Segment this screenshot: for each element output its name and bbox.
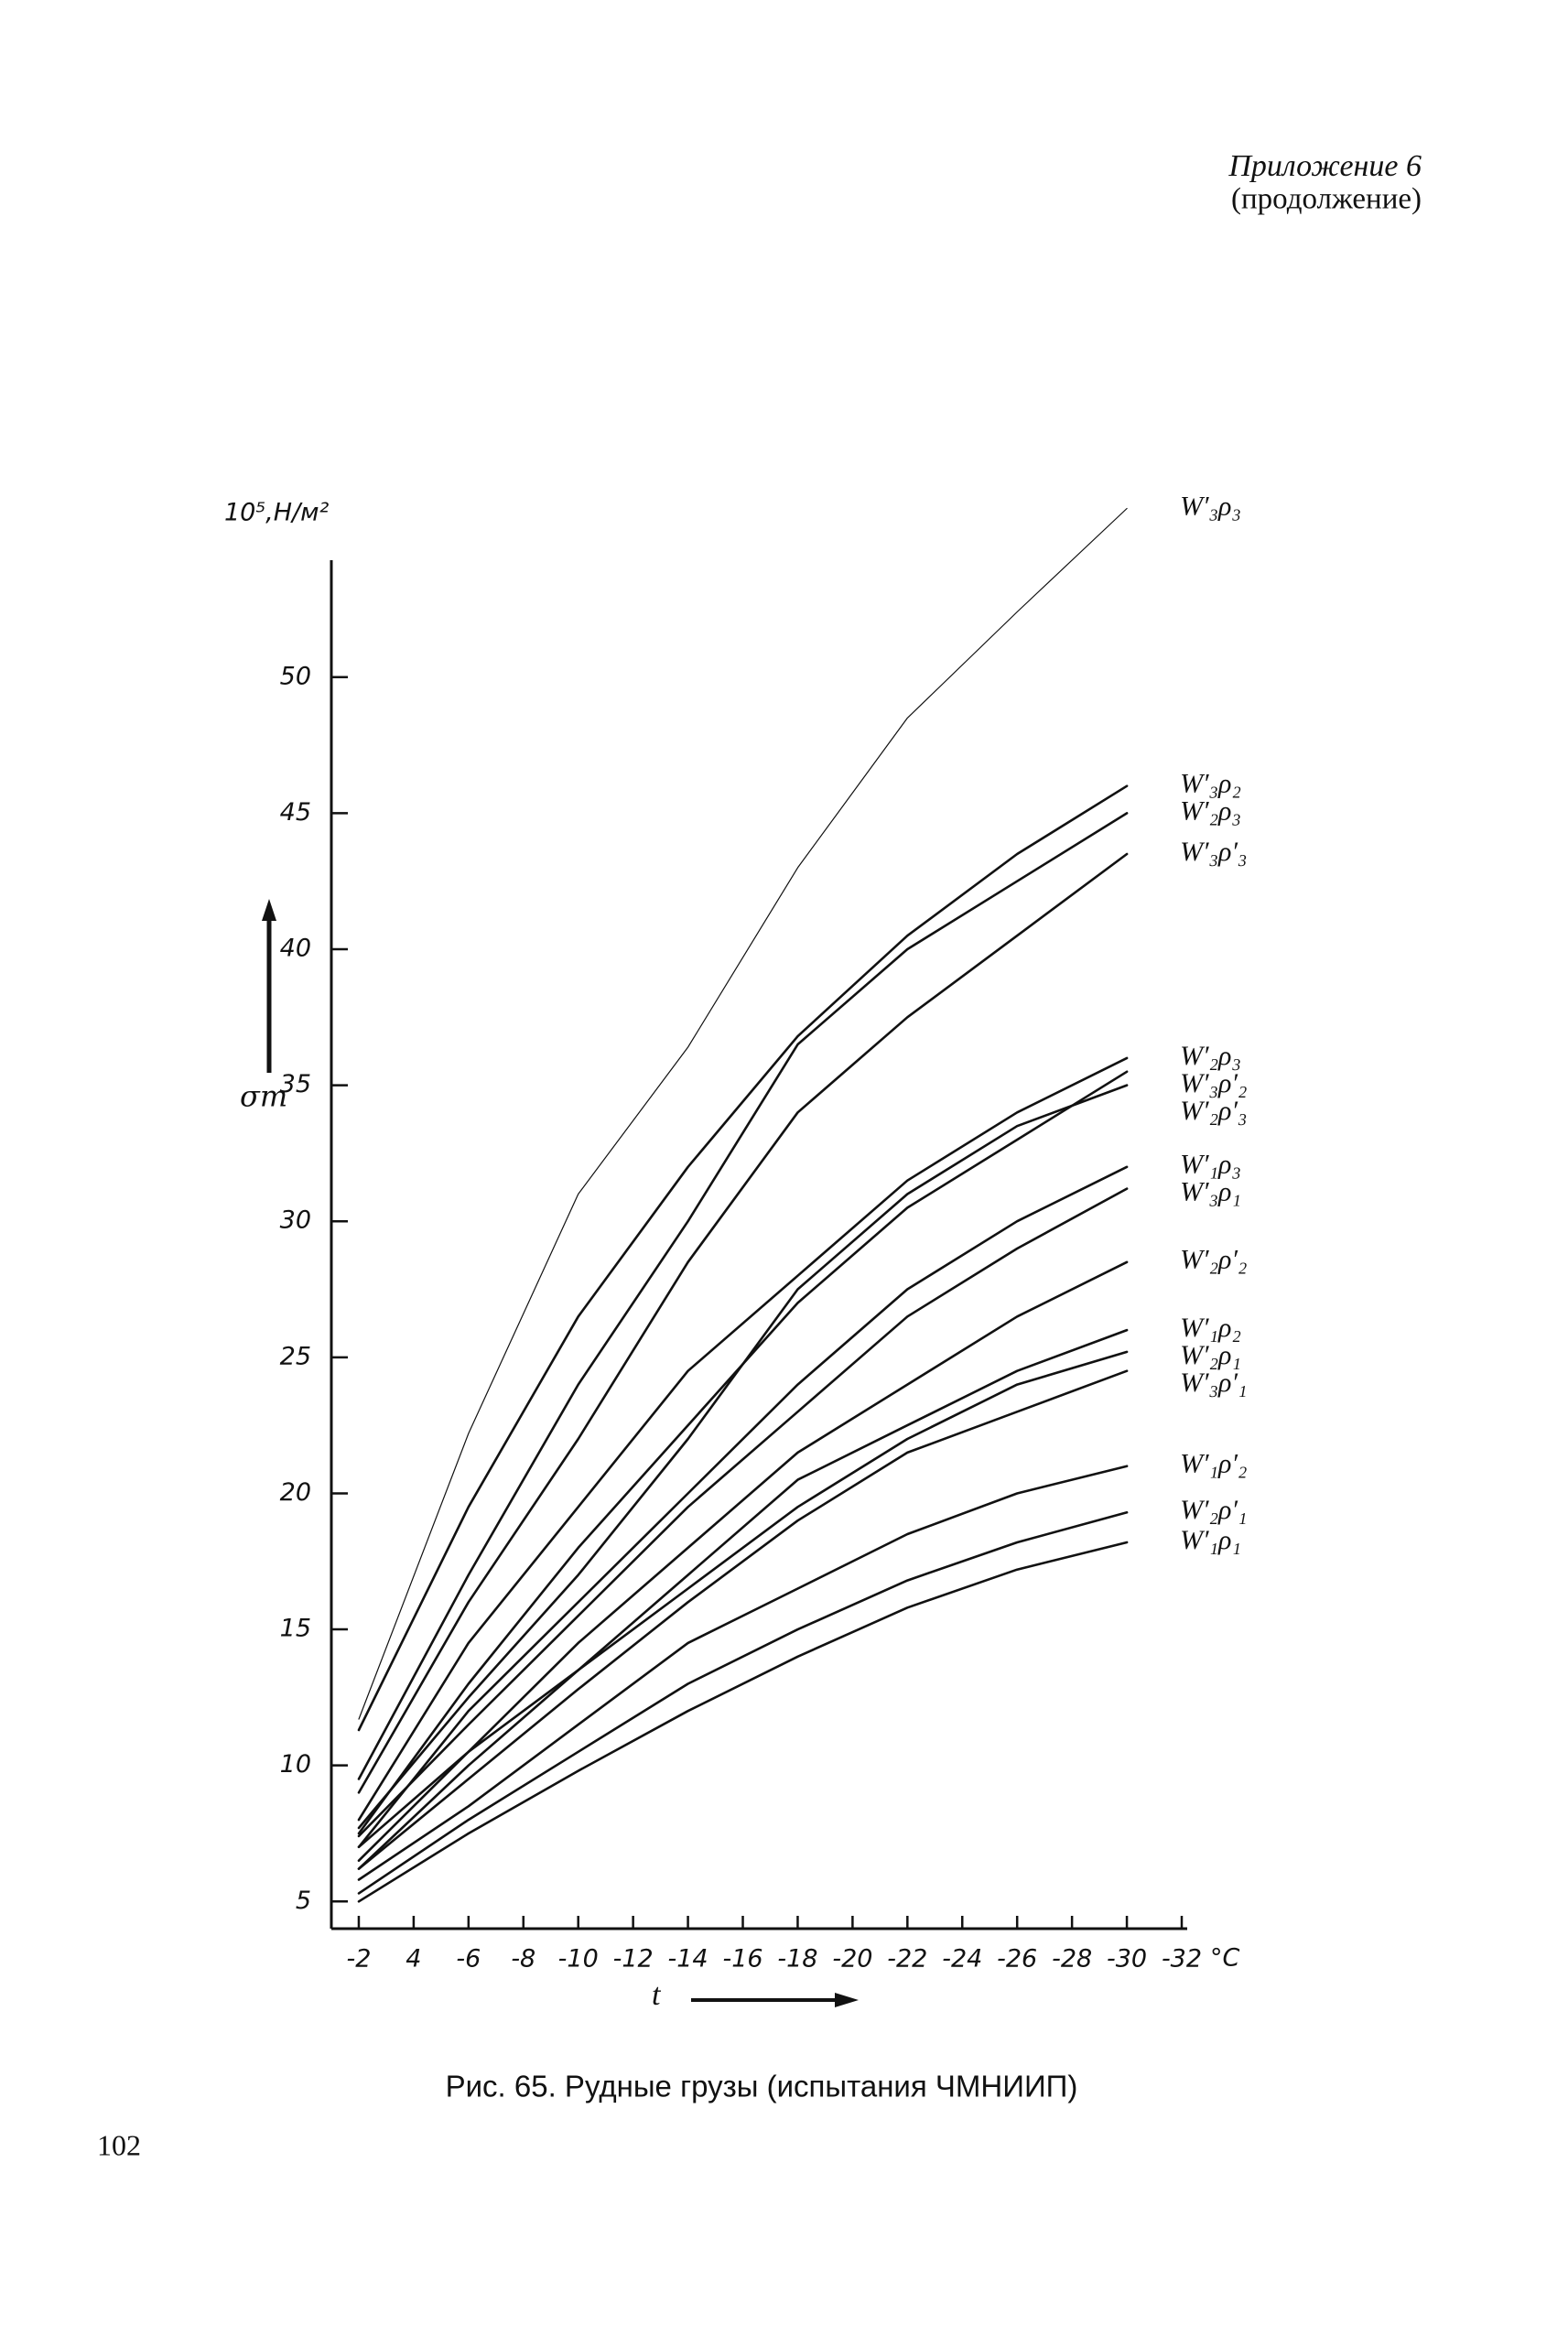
series-label: W′₂ρ₁: [1180, 1340, 1241, 1370]
x-arrow-head: [835, 1993, 859, 2007]
series-label: W′₂ρ′₃: [1180, 1096, 1247, 1126]
appendix-title: Приложение 6: [1227, 149, 1422, 183]
y-tick-label: 40: [280, 935, 311, 963]
series-label: W′₂ρ₃: [1180, 796, 1241, 827]
series-line: [357, 1187, 1129, 1838]
x-tick-label: -32: [1162, 1945, 1202, 1974]
y-unit: 10⁵,Н/м²: [224, 499, 330, 527]
series-line: [357, 1465, 1129, 1881]
series-line: [357, 1350, 1129, 1849]
series-label: W′₂ρ′₁: [1180, 1495, 1247, 1525]
series-line: [357, 1369, 1129, 1870]
y-tick-label: 25: [280, 1342, 311, 1370]
y-tick-label: 50: [280, 662, 311, 690]
y-arrow-head: [262, 899, 276, 921]
series-label: W′₃ρ₂: [1180, 769, 1241, 799]
series-label: W′₃ρ₁: [1180, 1177, 1241, 1207]
x-tick-label: -14: [668, 1945, 708, 1974]
x-tick-label: -30: [1107, 1945, 1147, 1974]
x-tick-label: -20: [832, 1945, 872, 1974]
series-line: [357, 852, 1129, 1794]
x-tick-label: -2: [347, 1945, 372, 1974]
page-number: 102: [97, 2128, 141, 2161]
series-label: W′₁ρ₁: [1180, 1525, 1241, 1555]
series-line: [357, 1165, 1129, 1849]
series-line: [358, 507, 1128, 1720]
series-label: W′₃ρ′₂: [1180, 1068, 1247, 1098]
series-label: W′₂ρ₃: [1180, 1041, 1241, 1071]
appendix-continued: (продолжение): [1231, 183, 1422, 216]
series-label: W′₁ρ₃: [1180, 1150, 1241, 1180]
x-axis-label: t: [652, 1978, 662, 2012]
y-tick-label: 10: [280, 1750, 311, 1779]
x-tick-label: 4: [406, 1945, 421, 1974]
series-line: [357, 784, 1129, 1732]
series-label: W′₃ρ′₃: [1180, 837, 1247, 867]
y-tick-label: 35: [280, 1070, 311, 1098]
series-line: [357, 1084, 1129, 1830]
x-tick-label: -22: [887, 1945, 927, 1974]
series-label: W′₂ρ′₂: [1180, 1245, 1247, 1275]
series-label: W′₁ρ′₂: [1180, 1449, 1247, 1479]
y-tick-label: 15: [280, 1615, 311, 1643]
series-line: [357, 1541, 1129, 1903]
series-line: [357, 812, 1129, 1780]
x-tick-label: -8: [511, 1945, 535, 1974]
x-unit: °C: [1210, 1944, 1240, 1973]
y-tick-label: 5: [296, 1887, 311, 1915]
x-tick-label: -6: [456, 1945, 481, 1974]
x-tick-label: -28: [1052, 1945, 1092, 1974]
x-tick-label: -26: [997, 1945, 1037, 1974]
x-tick-label: -24: [942, 1945, 982, 1974]
y-tick-label: 30: [280, 1206, 311, 1235]
series-line: [357, 1260, 1129, 1862]
y-tick-label: 45: [280, 798, 311, 827]
series-line: [357, 1056, 1129, 1822]
x-tick-label: -12: [613, 1945, 654, 1974]
y-axis-label: σт: [240, 1079, 287, 1114]
x-tick-label: -18: [777, 1945, 817, 1974]
x-tick-label: -10: [558, 1945, 599, 1974]
figure-caption: Рис. 65. Рудные грузы (испытания ЧМНИИП): [446, 2070, 1078, 2103]
series-line: [357, 1511, 1129, 1895]
y-tick-label: 20: [280, 1478, 311, 1507]
series-label: W′₃ρ′₁: [1180, 1368, 1247, 1398]
series-label: W′₁ρ₂: [1180, 1313, 1241, 1343]
series-label: W′₃ρ₃: [1180, 491, 1241, 521]
series-line: [357, 1328, 1129, 1870]
x-tick-label: -16: [722, 1945, 762, 1974]
